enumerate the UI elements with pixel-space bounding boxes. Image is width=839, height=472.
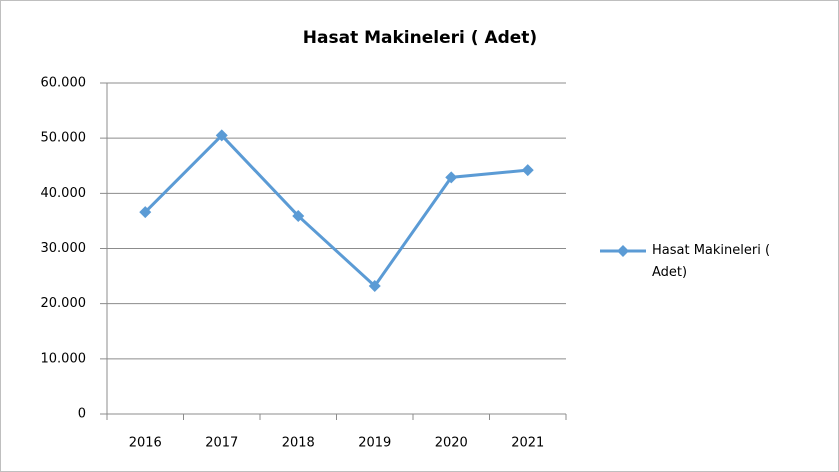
legend-label: Hasat Makineleri ( Adet) [652,243,771,280]
y-tick-label: 0 [78,407,86,422]
x-tick-label: 2021 [511,436,544,451]
x-tick-label: 2017 [205,436,238,451]
point [445,171,458,184]
y-tick-label: 40.000 [41,186,87,201]
point [292,209,305,222]
x-tick-label: 2019 [358,436,391,451]
point [139,206,152,219]
point [368,280,381,293]
chart-title: Hasat Makineleri ( Adet) [303,28,537,48]
y-tick-label: 50.000 [41,131,87,146]
series-line [144,133,528,289]
x-tick-label: 2020 [435,436,468,451]
y-tick-label: 30.000 [41,241,87,256]
y-tick-label: 10.000 [41,351,87,366]
x-tick-label: 2018 [282,436,315,451]
y-tick-label: 60.000 [41,76,87,91]
x-tick-label: 2016 [129,436,162,451]
legend-marker [617,245,629,257]
point [215,129,228,142]
y-tick-label: 20.000 [41,296,87,311]
point [521,164,534,177]
